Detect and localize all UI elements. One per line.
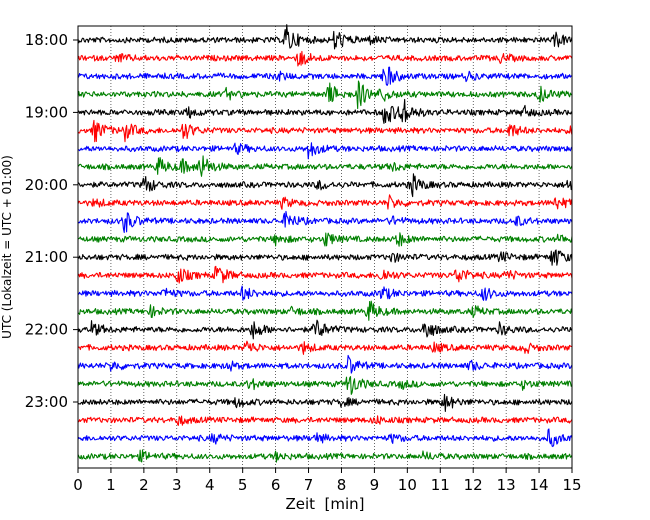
trace-row-2300 — [77, 393, 573, 412]
x-axis-label: Zeit [min] — [285, 495, 364, 513]
x-tick-label-11: 11 — [431, 476, 450, 494]
trace-row-1945 — [77, 155, 573, 177]
trace-row-1915 — [77, 119, 573, 143]
trace-row-1800 — [77, 24, 573, 50]
trace-row-2215 — [77, 340, 573, 355]
x-tick-label-2: 2 — [139, 476, 149, 494]
trace-row-2230 — [77, 354, 573, 374]
trace-row-2100 — [77, 249, 573, 266]
trace-row-2000 — [77, 173, 573, 198]
trace-row-2145 — [77, 300, 573, 321]
trace-row-2030 — [77, 210, 573, 233]
y-tick-label-1900: 19:00 — [25, 103, 68, 121]
trace-row-2200 — [77, 319, 573, 340]
trace-row-2330 — [77, 428, 573, 448]
y-tick-label-2200: 22:00 — [25, 321, 68, 339]
x-tick-label-1: 1 — [106, 476, 116, 494]
trace-row-2245 — [77, 376, 573, 395]
plot-frame — [77, 25, 573, 469]
trace-row-2045 — [77, 232, 573, 247]
trace-row-1830 — [77, 66, 573, 86]
trace-row-2130 — [77, 285, 573, 301]
x-axis-ticks: 0 1 2 3 4 5 6 7 8 9 10 11 12 13 14 15 — [73, 468, 582, 494]
y-tick-label-2300: 23:00 — [25, 393, 68, 411]
trace-row-2115 — [77, 265, 573, 284]
trace-row-2345 — [77, 449, 573, 463]
trace-row-1845 — [77, 80, 573, 110]
trace-row-1900 — [77, 98, 573, 124]
y-tick-label-2100: 21:00 — [25, 248, 68, 266]
trace-row-1930 — [77, 142, 573, 160]
trace-row-2015 — [77, 194, 573, 210]
x-tick-label-12: 12 — [464, 476, 483, 494]
x-tick-label-15: 15 — [562, 476, 581, 494]
seismogram-traces — [77, 24, 573, 463]
y-tick-label-2000: 20:00 — [25, 176, 68, 194]
y-tick-label-1800: 18:00 — [25, 31, 68, 49]
trace-row-2315 — [78, 415, 573, 426]
x-tick-label-8: 8 — [337, 476, 347, 494]
y-axis-label: UTC (Lokalzeit = UTC + 01:00) — [0, 155, 14, 339]
x-tick-label-5: 5 — [238, 476, 248, 494]
x-tick-label-10: 10 — [398, 476, 417, 494]
x-tick-label-0: 0 — [73, 476, 83, 494]
x-tick-label-6: 6 — [271, 476, 281, 494]
trace-row-1815 — [77, 50, 573, 67]
y-axis-ticks: 18:00 19:00 20:00 21:00 22:00 23:00 — [25, 31, 78, 411]
x-tick-label-13: 13 — [497, 476, 516, 494]
x-tick-label-14: 14 — [530, 476, 549, 494]
x-tick-label-9: 9 — [370, 476, 380, 494]
x-tick-label-7: 7 — [304, 476, 314, 494]
x-tick-label-3: 3 — [172, 476, 182, 494]
x-tick-label-4: 4 — [205, 476, 215, 494]
